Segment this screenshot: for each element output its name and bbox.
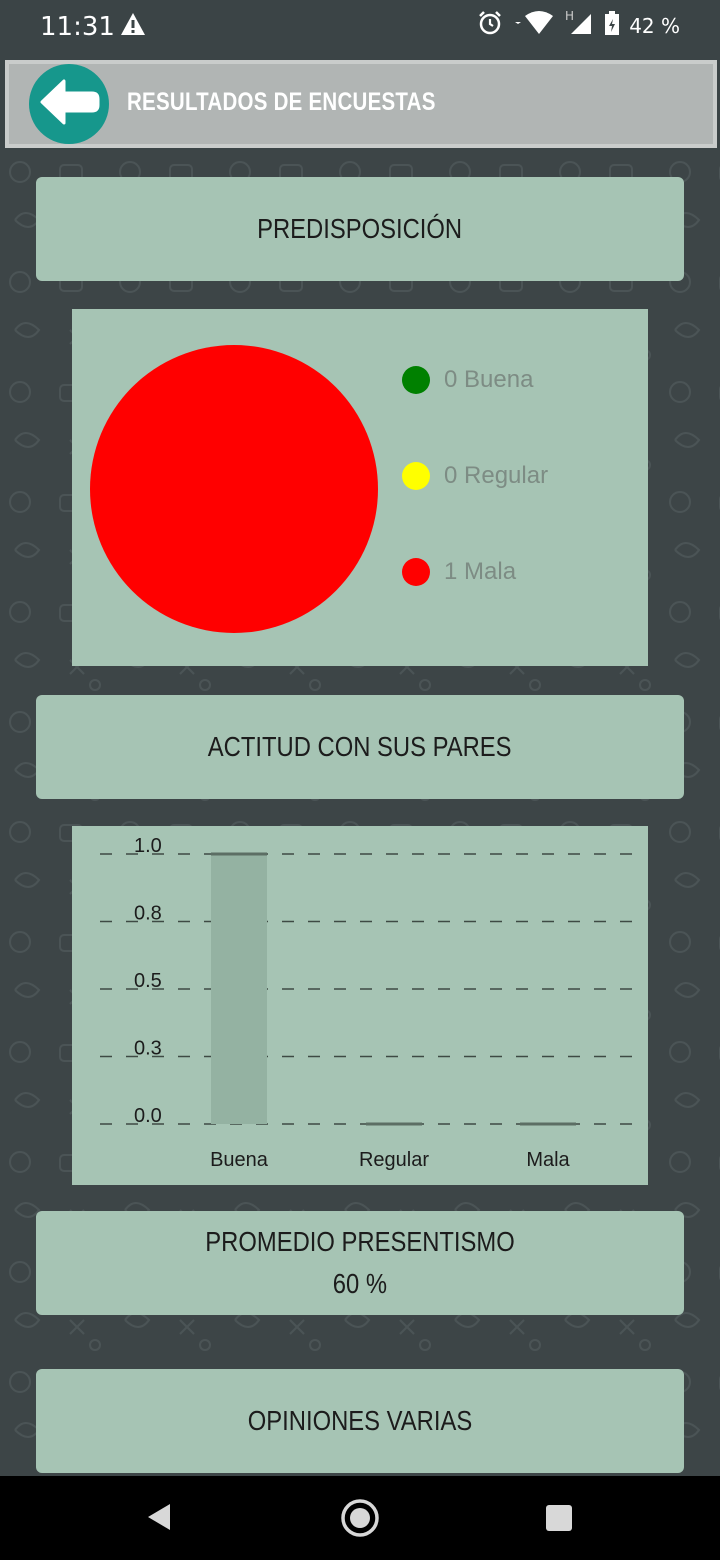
back-triangle-icon[interactable] [146,1502,172,1537]
content-area[interactable]: PREDISPOSICIÓN 0 Buena 0 Regular 1 Mala … [0,150,720,1476]
y-tick-label: 0.8 [134,903,162,925]
app-bar: RESULTADOS DE ENCUESTAS [5,60,717,148]
navigation-bar [0,1476,720,1560]
page-title: RESULTADOS DE ENCUESTAS [127,88,436,117]
legend-label-regular: 0 Regular [444,462,548,490]
pie-slice-mala [90,345,378,633]
status-bar: 11:31 H 42 % [0,0,720,52]
presentismo-card[interactable]: PROMEDIO PRESENTISMO 60 % [36,1211,684,1315]
actitud-button[interactable]: ACTITUD CON SUS PARES [36,695,684,799]
bar-buena [211,854,267,1124]
legend-dot-mala [402,558,430,586]
legend-label-buena: 0 Buena [444,366,533,394]
presentismo-title: PROMEDIO PRESENTISMO [205,1226,514,1258]
legend-item-mala: 1 Mala [402,558,516,586]
opiniones-label: OPINIONES VARIAS [248,1405,472,1437]
status-time: 11:31 [40,12,115,42]
svg-text:H: H [565,10,574,23]
legend-item-regular: 0 Regular [402,462,548,490]
y-tick-label: 1.0 [134,835,162,857]
alarm-icon [477,10,503,41]
actitud-bar-chart: 0.0 0.3 0.5 0.8 1.0 Buena Regular Mala [72,826,648,1185]
legend-item-buena: 0 Buena [402,366,533,394]
legend-dot-buena [402,366,430,394]
x-tick-label: Regular [359,1149,429,1171]
pie-chart-svg [72,309,392,666]
legend-dot-regular [402,462,430,490]
signal-icon: H [565,10,595,41]
battery-icon [605,11,619,40]
presentismo-value: 60 % [333,1268,387,1300]
arrow-left-icon [38,77,100,132]
battery-percent: 42 % [629,14,680,38]
x-tick-label: Buena [210,1149,269,1171]
predisposicion-pie-chart: 0 Buena 0 Regular 1 Mala [72,309,648,666]
warning-icon [120,12,146,41]
opiniones-button[interactable]: OPINIONES VARIAS [36,1369,684,1473]
y-tick-label: 0.5 [134,970,162,992]
wifi-icon [513,10,555,41]
actitud-label: ACTITUD CON SUS PARES [208,731,512,763]
home-circle-icon[interactable] [340,1498,380,1543]
x-tick-label: Mala [526,1149,570,1171]
bar-chart-svg: 0.0 0.3 0.5 0.8 1.0 Buena Regular Mala [72,826,648,1185]
predisposicion-label: PREDISPOSICIÓN [257,213,462,245]
legend-label-mala: 1 Mala [444,558,516,586]
status-icons: H 42 % [477,10,680,41]
recents-square-icon[interactable] [545,1504,573,1537]
predisposicion-button[interactable]: PREDISPOSICIÓN [36,177,684,281]
back-button[interactable] [29,64,109,144]
y-tick-label: 0.0 [134,1105,162,1127]
y-tick-label: 0.3 [134,1038,162,1060]
